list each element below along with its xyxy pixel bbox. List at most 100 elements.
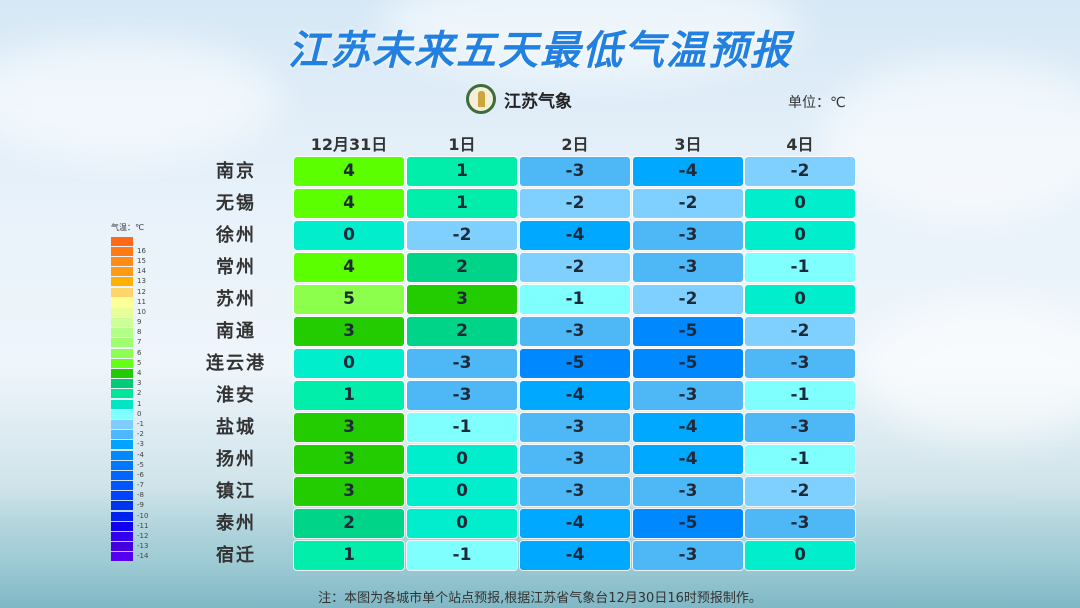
legend-swatch bbox=[111, 379, 133, 389]
temperature-cell: -3 bbox=[745, 349, 855, 378]
legend-item: 11 bbox=[111, 297, 148, 307]
temperature-cell: 2 bbox=[407, 317, 517, 346]
city-label: 南京 bbox=[216, 161, 256, 182]
column-header: 12月31日 bbox=[310, 135, 388, 154]
legend-swatch bbox=[111, 267, 133, 277]
legend-label: -1 bbox=[137, 419, 144, 428]
city-label: 无锡 bbox=[216, 193, 256, 214]
temperature-cell: -1 bbox=[745, 445, 855, 474]
legend-title: 气温：℃ bbox=[111, 223, 144, 232]
temperature-cell: -3 bbox=[520, 157, 630, 186]
legend-label: 9 bbox=[137, 318, 142, 327]
temperature-cell: -1 bbox=[407, 413, 517, 442]
temperature-cell: -4 bbox=[633, 413, 743, 442]
temperature-cell: 1 bbox=[407, 189, 517, 218]
legend-item: -8 bbox=[111, 491, 148, 501]
legend-item: -13 bbox=[111, 542, 148, 552]
legend-swatch bbox=[111, 501, 133, 511]
temperature-cell: 1 bbox=[294, 541, 404, 570]
temperature-cell: -4 bbox=[633, 445, 743, 474]
temperature-cell: 0 bbox=[407, 445, 517, 474]
legend-item: 1 bbox=[111, 399, 148, 409]
temperature-cell: -2 bbox=[633, 189, 743, 218]
temperature-cell: 3 bbox=[294, 413, 404, 442]
legend-swatch bbox=[111, 256, 133, 266]
temperature-cell: -5 bbox=[633, 349, 743, 378]
legend-item: 13 bbox=[111, 277, 148, 287]
temperature-cell: 2 bbox=[407, 253, 517, 282]
legend-label: 13 bbox=[137, 277, 146, 286]
temperature-cell: -2 bbox=[520, 189, 630, 218]
temperature-cell: -2 bbox=[745, 477, 855, 506]
legend-swatch bbox=[111, 318, 133, 328]
legend-label: 12 bbox=[137, 287, 146, 296]
meteorology-emblem-icon bbox=[466, 84, 496, 114]
temperature-cell: 4 bbox=[294, 157, 404, 186]
temperature-cell: 0 bbox=[294, 349, 404, 378]
legend-item: -3 bbox=[111, 440, 148, 450]
legend-label: 0 bbox=[137, 409, 142, 418]
city-label: 苏州 bbox=[216, 289, 256, 310]
legend-item: 5 bbox=[111, 358, 148, 368]
legend-item: 0 bbox=[111, 409, 148, 419]
temperature-cell: 1 bbox=[407, 157, 517, 186]
temperature-cell: 0 bbox=[294, 221, 404, 250]
legend-swatch bbox=[111, 399, 133, 409]
temperature-cell: 3 bbox=[294, 477, 404, 506]
legend-item: -2 bbox=[111, 430, 148, 440]
legend-item: 16 bbox=[111, 246, 148, 256]
column-header: 3日 bbox=[674, 135, 702, 154]
logo: 江苏气象 bbox=[466, 84, 572, 114]
legend-item: -1 bbox=[111, 419, 148, 429]
legend-item: 2 bbox=[111, 389, 148, 399]
legend-item: 12 bbox=[111, 287, 148, 297]
temperature-cell: -3 bbox=[633, 221, 743, 250]
legend-swatch bbox=[111, 481, 133, 491]
legend-item: 8 bbox=[111, 328, 148, 338]
legend-swatch bbox=[111, 552, 133, 562]
temperature-cell: -3 bbox=[633, 253, 743, 282]
column-header: 4日 bbox=[786, 135, 814, 154]
city-label: 镇江 bbox=[216, 481, 256, 502]
temperature-cell: -5 bbox=[633, 317, 743, 346]
temperature-cell: -4 bbox=[633, 157, 743, 186]
temperature-cell: -3 bbox=[745, 413, 855, 442]
legend-label: -5 bbox=[137, 460, 144, 469]
legend-label: 3 bbox=[137, 379, 142, 388]
temperature-cell: 5 bbox=[294, 285, 404, 314]
legend-item: -4 bbox=[111, 450, 148, 460]
column-header: 2日 bbox=[561, 135, 589, 154]
legend-item: -7 bbox=[111, 481, 148, 491]
legend-item: 3 bbox=[111, 379, 148, 389]
legend-label: -3 bbox=[137, 440, 144, 449]
legend-item: -6 bbox=[111, 470, 148, 480]
legend-item: 6 bbox=[111, 348, 148, 358]
legend-swatch bbox=[111, 338, 133, 348]
temperature-cell: 3 bbox=[407, 285, 517, 314]
legend-label: 10 bbox=[137, 307, 146, 316]
unit-label: 单位：℃ bbox=[788, 95, 846, 111]
city-label: 盐城 bbox=[216, 417, 256, 438]
legend-label: -7 bbox=[137, 481, 144, 490]
temperature-cell: -4 bbox=[520, 221, 630, 250]
temperature-cell: -4 bbox=[520, 509, 630, 538]
legend-label: 8 bbox=[137, 328, 142, 337]
legend-label: -9 bbox=[137, 501, 144, 510]
temperature-cell: -1 bbox=[745, 381, 855, 410]
legend-label: 6 bbox=[137, 348, 142, 357]
legend-label: 14 bbox=[137, 267, 146, 276]
legend-swatch bbox=[111, 236, 133, 246]
legend-swatch bbox=[111, 419, 133, 429]
temperature-cell: -2 bbox=[633, 285, 743, 314]
legend-swatch bbox=[111, 460, 133, 470]
legend-item: 15 bbox=[111, 256, 148, 266]
legend-label: 4 bbox=[137, 369, 142, 378]
legend-swatch bbox=[111, 491, 133, 501]
temperature-cell: 4 bbox=[294, 189, 404, 218]
legend-label: 16 bbox=[137, 246, 146, 255]
legend-item bbox=[111, 236, 148, 246]
legend-swatch bbox=[111, 440, 133, 450]
legend-swatch bbox=[111, 246, 133, 256]
temperature-cell: 0 bbox=[745, 285, 855, 314]
city-label: 徐州 bbox=[216, 225, 256, 246]
